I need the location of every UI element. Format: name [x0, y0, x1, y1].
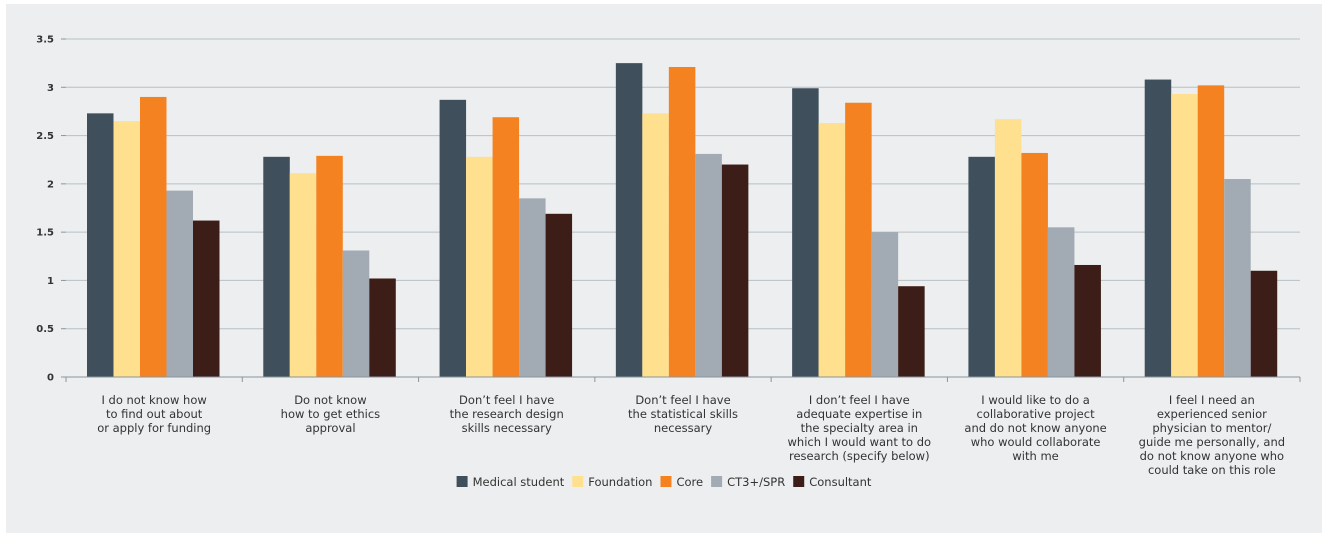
bar — [87, 113, 114, 378]
bar-chart: 0 0.5 1 1.5 2 2.5 3 3.5 I do not know how to fin… — [36, 35, 1301, 489]
bar — [492, 117, 520, 378]
bar — [1047, 227, 1075, 377]
legend-label: Consultant — [809, 475, 872, 489]
legend: Medical student Foundation Core CT3+/SPR Con… — [456, 475, 872, 489]
bar — [642, 113, 669, 378]
bar — [466, 156, 493, 377]
bar — [439, 99, 467, 377]
legend-label: Foundation — [588, 475, 652, 489]
bar — [898, 286, 925, 377]
bar — [519, 198, 546, 377]
bar — [668, 67, 696, 378]
bar — [1171, 94, 1198, 377]
bar — [994, 119, 1022, 377]
bar — [1250, 270, 1278, 377]
bar — [289, 173, 317, 377]
category-label: Don’t feel I have the statistical skills n… — [628, 393, 738, 435]
bar — [1021, 152, 1048, 377]
chart-frame: 0 0.5 1 1.5 2 2.5 3 3.5 I do not know how to fin… — [6, 4, 1322, 533]
legend-swatch — [711, 476, 723, 487]
bar — [721, 164, 749, 377]
category-label: I would like to do a collaborative projec… — [964, 393, 1106, 463]
bar — [615, 63, 643, 378]
bar — [140, 96, 167, 377]
bar — [792, 88, 819, 377]
legend-swatch — [793, 476, 805, 487]
y-tick-label: 2 — [47, 179, 54, 190]
x-axis — [65, 376, 1301, 382]
legend-swatch — [456, 476, 468, 487]
bars — [87, 63, 1278, 378]
category-label: I don’t feel I have adequate expertise in… — [788, 393, 932, 463]
bar — [1197, 85, 1225, 378]
legend-label: CT3+/SPR — [727, 475, 785, 489]
bar — [316, 155, 343, 377]
bar — [871, 232, 899, 377]
bar — [263, 156, 290, 377]
bar — [695, 153, 722, 377]
bar — [369, 278, 396, 377]
bar — [113, 121, 140, 377]
bar — [1074, 264, 1101, 377]
legend-label: Core — [676, 475, 703, 489]
category-label: I do not know how to find out about or app… — [97, 393, 211, 435]
legend-label: Medical student — [473, 475, 565, 489]
y-tick-label: 1 — [47, 276, 54, 287]
y-tick-label: 0 — [47, 373, 54, 384]
y-axis-ticks: 0 0.5 1 1.5 2 2.5 3 3.5 — [36, 35, 66, 384]
y-tick-label: 3.5 — [36, 35, 54, 46]
y-tick-label: 0.5 — [36, 324, 54, 335]
legend-swatch — [572, 476, 584, 487]
y-tick-label: 2.5 — [36, 131, 54, 142]
y-tick-label: 3 — [47, 83, 54, 94]
bar — [1224, 179, 1251, 377]
bar — [968, 156, 995, 377]
category-label: I feel I need an experienced senior physic… — [1139, 393, 1285, 477]
bar — [193, 220, 220, 377]
legend-swatch — [660, 476, 672, 487]
bar — [845, 102, 872, 377]
bar — [166, 190, 193, 377]
bar — [1144, 79, 1172, 377]
y-tick-label: 1.5 — [36, 228, 54, 239]
category-label: Don’t feel I have the research design skil… — [450, 393, 564, 435]
category-label: Do not know how to get ethics approval — [281, 393, 381, 435]
bar — [545, 213, 573, 377]
bar — [818, 123, 846, 377]
bar — [342, 250, 370, 377]
category-labels: I do not know how to find out about or app… — [97, 393, 1285, 477]
